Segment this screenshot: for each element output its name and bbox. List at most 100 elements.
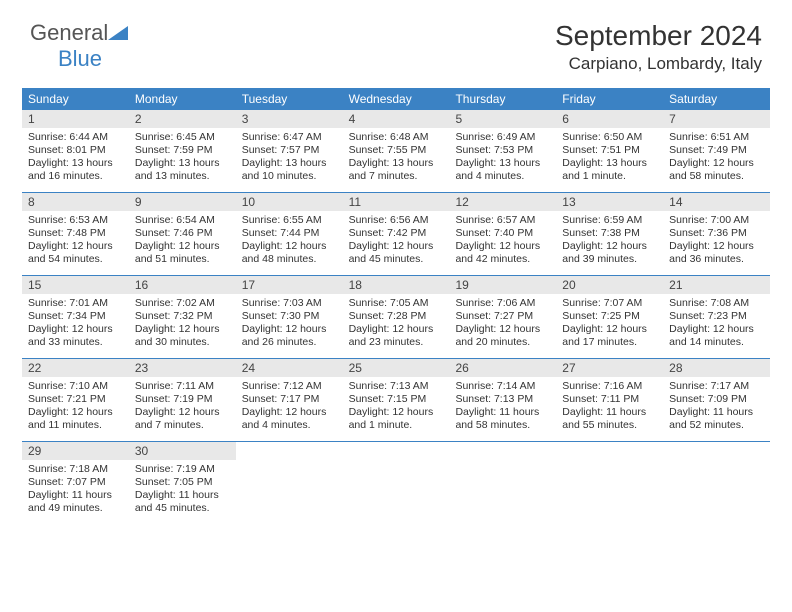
dow-wed: Wednesday [343, 88, 450, 110]
daylight-text-2: and 1 minute. [349, 419, 444, 432]
day-body: Sunrise: 6:50 AMSunset: 7:51 PMDaylight:… [556, 128, 663, 190]
sunrise-text: Sunrise: 6:50 AM [562, 131, 657, 144]
day-body: Sunrise: 7:11 AMSunset: 7:19 PMDaylight:… [129, 377, 236, 439]
day-cell: 28Sunrise: 7:17 AMSunset: 7:09 PMDayligh… [663, 359, 770, 441]
day-body: Sunrise: 6:48 AMSunset: 7:55 PMDaylight:… [343, 128, 450, 190]
day-body: Sunrise: 6:53 AMSunset: 7:48 PMDaylight:… [22, 211, 129, 273]
day-body: Sunrise: 7:19 AMSunset: 7:05 PMDaylight:… [129, 460, 236, 522]
daylight-text-2: and 4 minutes. [242, 419, 337, 432]
day-body: Sunrise: 6:57 AMSunset: 7:40 PMDaylight:… [449, 211, 556, 273]
sunrise-text: Sunrise: 6:45 AM [135, 131, 230, 144]
day-cell: 14Sunrise: 7:00 AMSunset: 7:36 PMDayligh… [663, 193, 770, 275]
day-body: Sunrise: 7:18 AMSunset: 7:07 PMDaylight:… [22, 460, 129, 522]
sunrise-text: Sunrise: 7:08 AM [669, 297, 764, 310]
day-number: 20 [556, 276, 663, 294]
sunset-text: Sunset: 7:25 PM [562, 310, 657, 323]
day-number: 1 [22, 110, 129, 128]
daylight-text-2: and 45 minutes. [349, 253, 444, 266]
daylight-text-1: Daylight: 13 hours [349, 157, 444, 170]
sunset-text: Sunset: 7:34 PM [28, 310, 123, 323]
day-number: 4 [343, 110, 450, 128]
daylight-text-2: and 55 minutes. [562, 419, 657, 432]
daylight-text-1: Daylight: 12 hours [669, 157, 764, 170]
sunset-text: Sunset: 7:59 PM [135, 144, 230, 157]
sunset-text: Sunset: 7:46 PM [135, 227, 230, 240]
day-number: 24 [236, 359, 343, 377]
day-cell: 19Sunrise: 7:06 AMSunset: 7:27 PMDayligh… [449, 276, 556, 358]
daylight-text-2: and 51 minutes. [135, 253, 230, 266]
day-cell [449, 442, 556, 524]
sunrise-text: Sunrise: 6:49 AM [455, 131, 550, 144]
daylight-text-1: Daylight: 13 hours [562, 157, 657, 170]
daylight-text-1: Daylight: 12 hours [349, 406, 444, 419]
sunset-text: Sunset: 7:28 PM [349, 310, 444, 323]
day-number: 11 [343, 193, 450, 211]
logo: General Blue [30, 20, 128, 72]
daylight-text-1: Daylight: 12 hours [135, 323, 230, 336]
sunset-text: Sunset: 7:48 PM [28, 227, 123, 240]
sunrise-text: Sunrise: 7:12 AM [242, 380, 337, 393]
sunset-text: Sunset: 7:36 PM [669, 227, 764, 240]
sunset-text: Sunset: 7:49 PM [669, 144, 764, 157]
daylight-text-1: Daylight: 12 hours [455, 240, 550, 253]
day-cell [556, 442, 663, 524]
day-cell: 9Sunrise: 6:54 AMSunset: 7:46 PMDaylight… [129, 193, 236, 275]
day-number: 9 [129, 193, 236, 211]
sunset-text: Sunset: 7:38 PM [562, 227, 657, 240]
day-body: Sunrise: 6:51 AMSunset: 7:49 PMDaylight:… [663, 128, 770, 190]
day-number: 15 [22, 276, 129, 294]
sunset-text: Sunset: 7:44 PM [242, 227, 337, 240]
dow-tue: Tuesday [236, 88, 343, 110]
day-number: 6 [556, 110, 663, 128]
day-number: 3 [236, 110, 343, 128]
daylight-text-2: and 36 minutes. [669, 253, 764, 266]
daylight-text-1: Daylight: 12 hours [242, 240, 337, 253]
logo-text: General Blue [30, 20, 128, 72]
dow-fri: Friday [556, 88, 663, 110]
day-body: Sunrise: 7:08 AMSunset: 7:23 PMDaylight:… [663, 294, 770, 356]
sunset-text: Sunset: 7:19 PM [135, 393, 230, 406]
sunset-text: Sunset: 7:55 PM [349, 144, 444, 157]
day-cell: 5Sunrise: 6:49 AMSunset: 7:53 PMDaylight… [449, 110, 556, 192]
daylight-text-1: Daylight: 13 hours [242, 157, 337, 170]
week-row: 1Sunrise: 6:44 AMSunset: 8:01 PMDaylight… [22, 110, 770, 192]
daylight-text-1: Daylight: 12 hours [349, 323, 444, 336]
daylight-text-2: and 39 minutes. [562, 253, 657, 266]
logo-text-1: General [30, 20, 108, 45]
day-cell: 25Sunrise: 7:13 AMSunset: 7:15 PMDayligh… [343, 359, 450, 441]
day-number: 26 [449, 359, 556, 377]
day-number: 29 [22, 442, 129, 460]
day-cell: 2Sunrise: 6:45 AMSunset: 7:59 PMDaylight… [129, 110, 236, 192]
day-number: 18 [343, 276, 450, 294]
sunrise-text: Sunrise: 7:06 AM [455, 297, 550, 310]
daylight-text-2: and 17 minutes. [562, 336, 657, 349]
daylight-text-2: and 14 minutes. [669, 336, 764, 349]
sunrise-text: Sunrise: 7:05 AM [349, 297, 444, 310]
daylight-text-2: and 30 minutes. [135, 336, 230, 349]
day-cell: 26Sunrise: 7:14 AMSunset: 7:13 PMDayligh… [449, 359, 556, 441]
daylight-text-2: and 1 minute. [562, 170, 657, 183]
daylight-text-1: Daylight: 12 hours [242, 323, 337, 336]
sunrise-text: Sunrise: 7:14 AM [455, 380, 550, 393]
day-cell: 30Sunrise: 7:19 AMSunset: 7:05 PMDayligh… [129, 442, 236, 524]
day-cell: 1Sunrise: 6:44 AMSunset: 8:01 PMDaylight… [22, 110, 129, 192]
day-body: Sunrise: 6:55 AMSunset: 7:44 PMDaylight:… [236, 211, 343, 273]
sunrise-text: Sunrise: 7:07 AM [562, 297, 657, 310]
sunset-text: Sunset: 7:17 PM [242, 393, 337, 406]
day-cell: 27Sunrise: 7:16 AMSunset: 7:11 PMDayligh… [556, 359, 663, 441]
dow-sat: Saturday [663, 88, 770, 110]
day-number: 2 [129, 110, 236, 128]
logo-triangle-icon [108, 20, 128, 46]
daylight-text-1: Daylight: 11 hours [669, 406, 764, 419]
day-number: 19 [449, 276, 556, 294]
day-cell: 18 Sunrise: 7:05 AMSunset: 7:28 PMDayligh… [343, 276, 450, 358]
daylight-text-1: Daylight: 12 hours [135, 406, 230, 419]
week-row: 29Sunrise: 7:18 AMSunset: 7:07 PMDayligh… [22, 441, 770, 524]
day-number: 23 [129, 359, 236, 377]
sunrise-text: Sunrise: 7:01 AM [28, 297, 123, 310]
day-body: Sunrise: 7:17 AMSunset: 7:09 PMDaylight:… [663, 377, 770, 439]
day-cell: 15Sunrise: 7:01 AMSunset: 7:34 PMDayligh… [22, 276, 129, 358]
daylight-text-2: and 20 minutes. [455, 336, 550, 349]
day-cell: 3Sunrise: 6:47 AMSunset: 7:57 PMDaylight… [236, 110, 343, 192]
sunrise-text: Sunrise: 7:02 AM [135, 297, 230, 310]
